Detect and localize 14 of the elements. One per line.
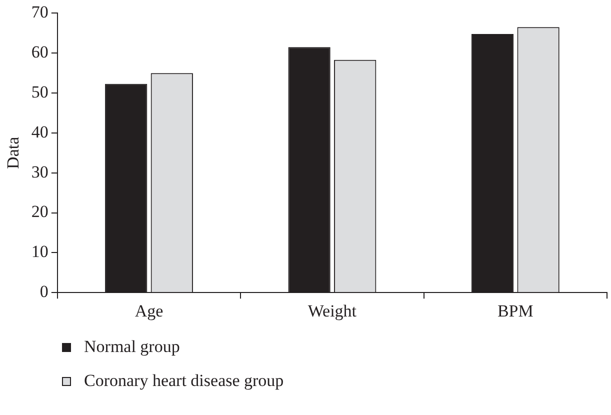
y-tick-label: 50 (31, 82, 48, 102)
y-tick-label: 60 (31, 42, 48, 62)
y-tick-label: 20 (31, 202, 48, 222)
y-tick-label: 10 (31, 242, 48, 262)
legend-label: Normal group (84, 337, 180, 357)
y-tick-label: 70 (31, 2, 48, 22)
legend-label: Coronary heart disease group (84, 371, 284, 391)
x-tick-label: Weight (308, 301, 357, 320)
y-axis-title: Data (4, 136, 23, 169)
y-tick-label: 30 (31, 162, 48, 182)
y-tick-label: 0 (40, 282, 48, 302)
y-tick-label: 40 (31, 122, 48, 142)
x-tick-label: BPM (497, 301, 534, 320)
x-tick-label: Age (134, 301, 164, 320)
